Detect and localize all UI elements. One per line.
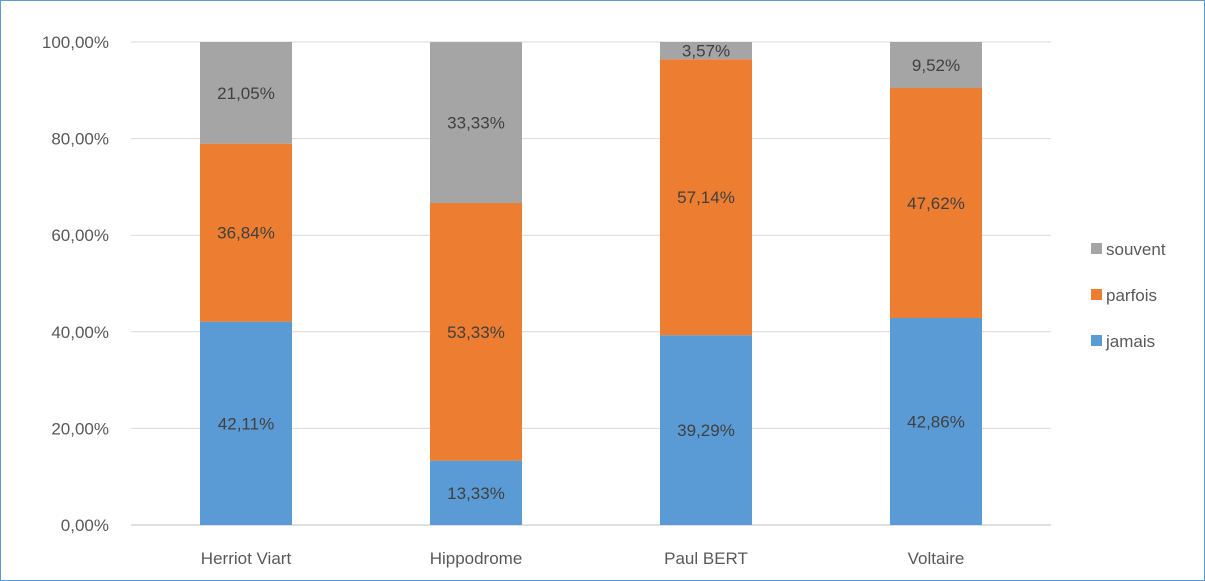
data-label: 33,33% xyxy=(447,114,505,133)
y-tick-label: 40,00% xyxy=(51,323,109,342)
data-label: 13,33% xyxy=(447,484,505,503)
data-label: 57,14% xyxy=(677,188,735,207)
y-tick-label: 60,00% xyxy=(51,226,109,245)
category-label: Herriot Viart xyxy=(201,549,292,568)
y-tick-label: 100,00% xyxy=(42,33,109,52)
bar-segment-souvent xyxy=(200,42,292,144)
data-label: 47,62% xyxy=(907,194,965,213)
bar-segment-souvent xyxy=(660,42,752,60)
bar-segment-jamais xyxy=(200,321,292,525)
legend-label: parfois xyxy=(1106,286,1157,305)
legend-label: souvent xyxy=(1106,240,1166,259)
bar-segment-souvent xyxy=(430,42,522,204)
bar-segment-jamais xyxy=(430,460,522,525)
bar-segment-souvent xyxy=(890,42,982,88)
data-label: 9,52% xyxy=(912,56,960,75)
data-label: 42,86% xyxy=(907,412,965,431)
bar-segment-jamais xyxy=(660,335,752,525)
data-label: 3,57% xyxy=(682,42,730,61)
bar-segment-parfois xyxy=(200,143,292,322)
bar-segment-parfois xyxy=(890,87,982,318)
legend-label: jamais xyxy=(1105,332,1155,351)
legend-swatch-parfois xyxy=(1091,289,1102,300)
data-label: 21,05% xyxy=(217,84,275,103)
y-tick-label: 80,00% xyxy=(51,130,109,149)
y-tick-label: 20,00% xyxy=(51,419,109,438)
bar-segment-parfois xyxy=(660,59,752,336)
category-label: Voltaire xyxy=(908,549,965,568)
data-label: 53,33% xyxy=(447,323,505,342)
bar-segment-parfois xyxy=(430,203,522,461)
data-label: 42,11% xyxy=(218,414,274,433)
y-tick-label: 0,00% xyxy=(61,516,109,535)
category-label: Hippodrome xyxy=(430,549,523,568)
legend-swatch-jamais xyxy=(1091,335,1102,346)
data-label: 36,84% xyxy=(217,224,275,243)
bar-segment-jamais xyxy=(890,317,982,525)
category-label: Paul BERT xyxy=(664,549,748,568)
legend-swatch-souvent xyxy=(1091,243,1102,254)
data-label: 39,29% xyxy=(677,421,735,440)
